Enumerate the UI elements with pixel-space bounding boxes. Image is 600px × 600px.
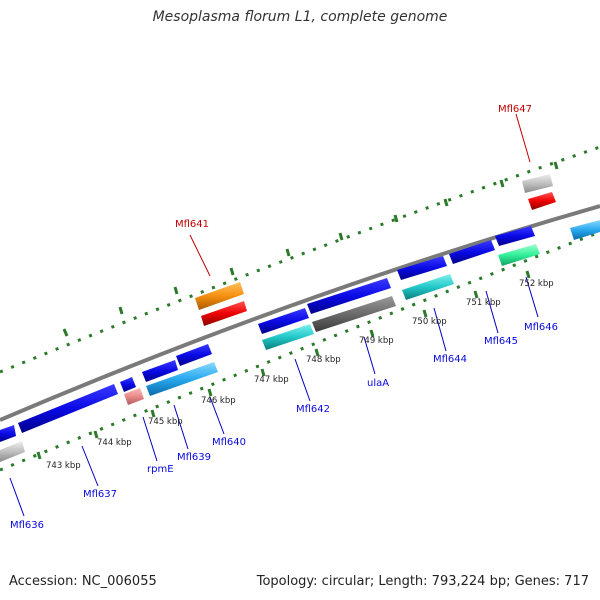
label-leaders xyxy=(9,113,539,517)
gene-arrow xyxy=(0,425,16,442)
gene-label[interactable]: Mfl642 xyxy=(296,404,330,415)
gene-arrow xyxy=(528,192,556,210)
gene-arrow xyxy=(307,278,391,314)
ruler-label: 744 kbp xyxy=(97,438,132,448)
reverse-strand-genes xyxy=(0,244,540,462)
gene-label[interactable]: Mfl647 xyxy=(498,104,532,115)
accession-text: Accession: NC_006055 xyxy=(9,574,157,589)
ruler-label: 746 kbp xyxy=(201,396,236,406)
gene-label[interactable]: Mfl645 xyxy=(484,336,518,347)
gene-arrow xyxy=(18,384,118,433)
ruler-label: 751 kbp xyxy=(466,298,501,308)
forward-strand-genes xyxy=(0,220,600,442)
map-title: Mesoplasma florum L1, complete genome xyxy=(152,9,448,25)
gene-arrow xyxy=(570,220,600,240)
gene-arrow xyxy=(262,324,314,350)
gene-label[interactable]: Mfl646 xyxy=(524,322,558,333)
topology-text: Topology: circular; Length: 793,224 bp; … xyxy=(256,574,589,589)
gene-arrow xyxy=(522,174,553,193)
gene-label[interactable]: Mfl641 xyxy=(175,219,209,230)
gene-arrow xyxy=(0,441,25,462)
ruler-label: 752 kbp xyxy=(519,279,554,289)
inner-major-ticks xyxy=(36,270,531,460)
gene-label[interactable]: Mfl637 xyxy=(83,489,117,500)
ruler-label: 750 kbp xyxy=(412,317,447,327)
gene-label[interactable]: Mfl644 xyxy=(433,354,467,365)
gene-arrow xyxy=(120,377,136,392)
gene-arrow xyxy=(258,308,309,334)
gene-arrow xyxy=(146,362,218,396)
gene-arrow xyxy=(201,301,247,326)
gene-arrow xyxy=(402,274,454,300)
ruler-label: 747 kbp xyxy=(254,375,289,385)
ruler-label: 743 kbp xyxy=(46,461,81,471)
highlighted-genes xyxy=(195,174,556,326)
ruler-labels: 743 kbp 744 kbp 745 kbp 746 kbp 747 kbp … xyxy=(46,279,554,471)
gene-arrow xyxy=(124,388,144,405)
gene-arrow xyxy=(495,226,535,246)
inner-tick-ring xyxy=(0,230,600,472)
ruler-label: 748 kbp xyxy=(306,355,341,365)
gene-label[interactable]: Mfl640 xyxy=(212,437,246,448)
gene-arrow xyxy=(195,282,244,310)
gene-arrow xyxy=(397,256,447,280)
gene-arrow xyxy=(449,240,495,264)
gene-label[interactable]: Mfl639 xyxy=(177,452,211,463)
gene-labels: Mfl636 Mfl637 rpmE Mfl639 Mfl640 Mfl641 … xyxy=(10,104,558,531)
outer-major-ticks xyxy=(62,161,559,337)
gene-label[interactable]: Mfl636 xyxy=(10,520,44,531)
ruler-label: 749 kbp xyxy=(359,336,394,346)
gene-label[interactable]: rpmE xyxy=(147,464,174,475)
gene-arrow xyxy=(498,244,540,266)
ruler-label: 745 kbp xyxy=(148,417,183,427)
gene-arrow xyxy=(176,344,212,366)
gene-label[interactable]: ulaA xyxy=(367,378,389,389)
gene-arrow xyxy=(142,360,178,382)
gene-arrow xyxy=(312,296,396,332)
